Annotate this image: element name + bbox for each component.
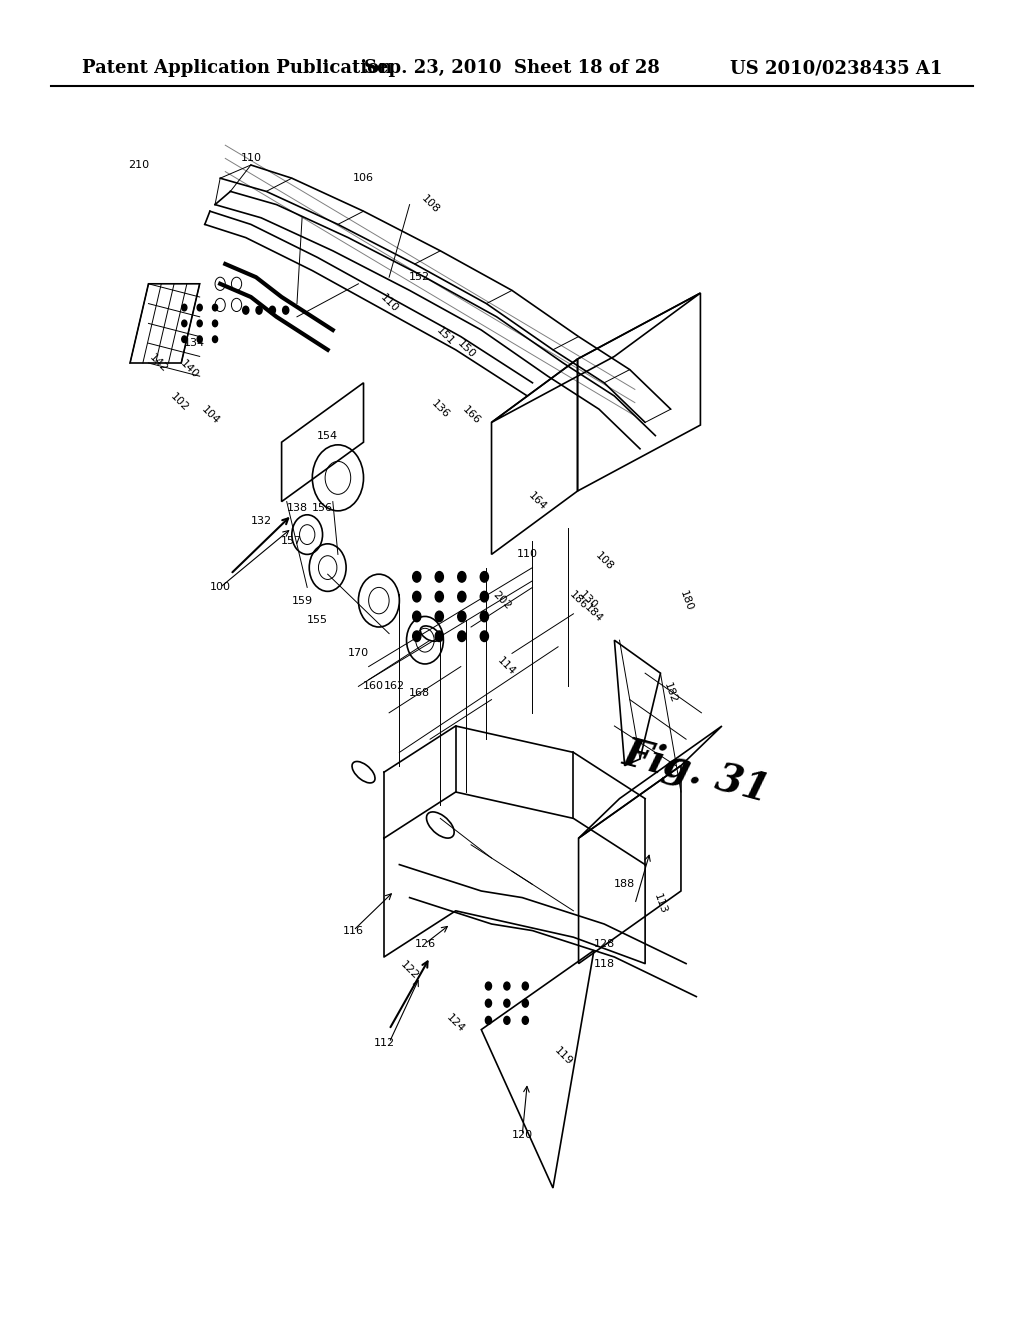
Text: 164: 164	[526, 491, 549, 512]
Text: 138: 138	[287, 503, 307, 513]
Text: 114: 114	[496, 656, 518, 677]
Circle shape	[197, 337, 203, 342]
Circle shape	[485, 982, 492, 990]
Text: 108: 108	[593, 550, 615, 572]
Text: 186: 186	[567, 590, 590, 611]
Circle shape	[480, 611, 488, 622]
Circle shape	[480, 572, 488, 582]
Circle shape	[213, 321, 218, 326]
Text: Patent Application Publication: Patent Application Publication	[82, 59, 392, 78]
Text: 154: 154	[317, 430, 338, 441]
Text: 152: 152	[410, 272, 430, 282]
Text: 157: 157	[282, 536, 302, 546]
Text: 159: 159	[292, 595, 312, 606]
Circle shape	[182, 321, 186, 326]
Text: 130: 130	[578, 590, 600, 611]
Text: 134: 134	[184, 338, 205, 348]
Text: 168: 168	[410, 688, 430, 698]
Text: 184: 184	[583, 603, 605, 624]
Circle shape	[213, 305, 218, 310]
Text: Sep. 23, 2010  Sheet 18 of 28: Sep. 23, 2010 Sheet 18 of 28	[365, 59, 659, 78]
Circle shape	[269, 306, 275, 314]
Circle shape	[213, 337, 218, 342]
Text: 160: 160	[364, 681, 384, 692]
Circle shape	[435, 631, 443, 642]
Circle shape	[485, 999, 492, 1007]
Circle shape	[413, 611, 421, 622]
Circle shape	[182, 337, 186, 342]
Circle shape	[435, 591, 443, 602]
Circle shape	[413, 631, 421, 642]
Text: 140: 140	[178, 359, 201, 380]
Text: 210: 210	[128, 160, 148, 170]
Circle shape	[480, 631, 488, 642]
Circle shape	[197, 305, 203, 310]
Circle shape	[435, 611, 443, 622]
Text: 112: 112	[374, 1038, 394, 1048]
Text: 151: 151	[434, 326, 457, 347]
Text: 102: 102	[168, 392, 190, 413]
Circle shape	[504, 982, 510, 990]
Text: US 2010/0238435 A1: US 2010/0238435 A1	[730, 59, 942, 78]
Text: 126: 126	[415, 939, 435, 949]
Text: 110: 110	[378, 293, 400, 314]
Text: 108: 108	[419, 194, 441, 215]
Text: 110: 110	[517, 549, 538, 560]
Text: 124: 124	[444, 1012, 467, 1034]
Circle shape	[243, 306, 249, 314]
Text: 170: 170	[348, 648, 369, 659]
Circle shape	[413, 591, 421, 602]
Text: Fig. 31: Fig. 31	[618, 734, 774, 810]
Text: 162: 162	[384, 681, 404, 692]
Text: 100: 100	[210, 582, 230, 593]
Circle shape	[435, 572, 443, 582]
Circle shape	[458, 631, 466, 642]
Circle shape	[283, 306, 289, 314]
Text: 166: 166	[460, 405, 482, 426]
Circle shape	[504, 999, 510, 1007]
Text: 188: 188	[614, 879, 635, 890]
Text: 110: 110	[241, 153, 261, 164]
Text: 142: 142	[147, 352, 170, 374]
Text: 122: 122	[398, 960, 421, 981]
Circle shape	[522, 982, 528, 990]
Circle shape	[458, 572, 466, 582]
Text: 113: 113	[652, 892, 669, 916]
Circle shape	[256, 306, 262, 314]
Text: 136: 136	[429, 399, 452, 420]
Circle shape	[197, 321, 203, 326]
Text: 106: 106	[353, 173, 374, 183]
Text: 118: 118	[594, 958, 614, 969]
Circle shape	[182, 305, 186, 310]
Text: 128: 128	[594, 939, 614, 949]
Text: 120: 120	[512, 1130, 532, 1140]
Circle shape	[522, 1016, 528, 1024]
Circle shape	[480, 591, 488, 602]
Text: 182: 182	[663, 681, 679, 705]
Text: 150: 150	[455, 339, 477, 360]
Circle shape	[458, 611, 466, 622]
Text: 156: 156	[312, 503, 333, 513]
Text: 155: 155	[307, 615, 328, 626]
Circle shape	[485, 1016, 492, 1024]
Text: 180: 180	[678, 589, 694, 612]
Circle shape	[522, 999, 528, 1007]
Text: 119: 119	[552, 1045, 574, 1067]
Circle shape	[458, 591, 466, 602]
Circle shape	[413, 572, 421, 582]
Text: 116: 116	[343, 925, 364, 936]
Text: 132: 132	[251, 516, 271, 527]
Text: 202: 202	[490, 590, 513, 611]
Circle shape	[504, 1016, 510, 1024]
Text: 104: 104	[199, 405, 221, 426]
